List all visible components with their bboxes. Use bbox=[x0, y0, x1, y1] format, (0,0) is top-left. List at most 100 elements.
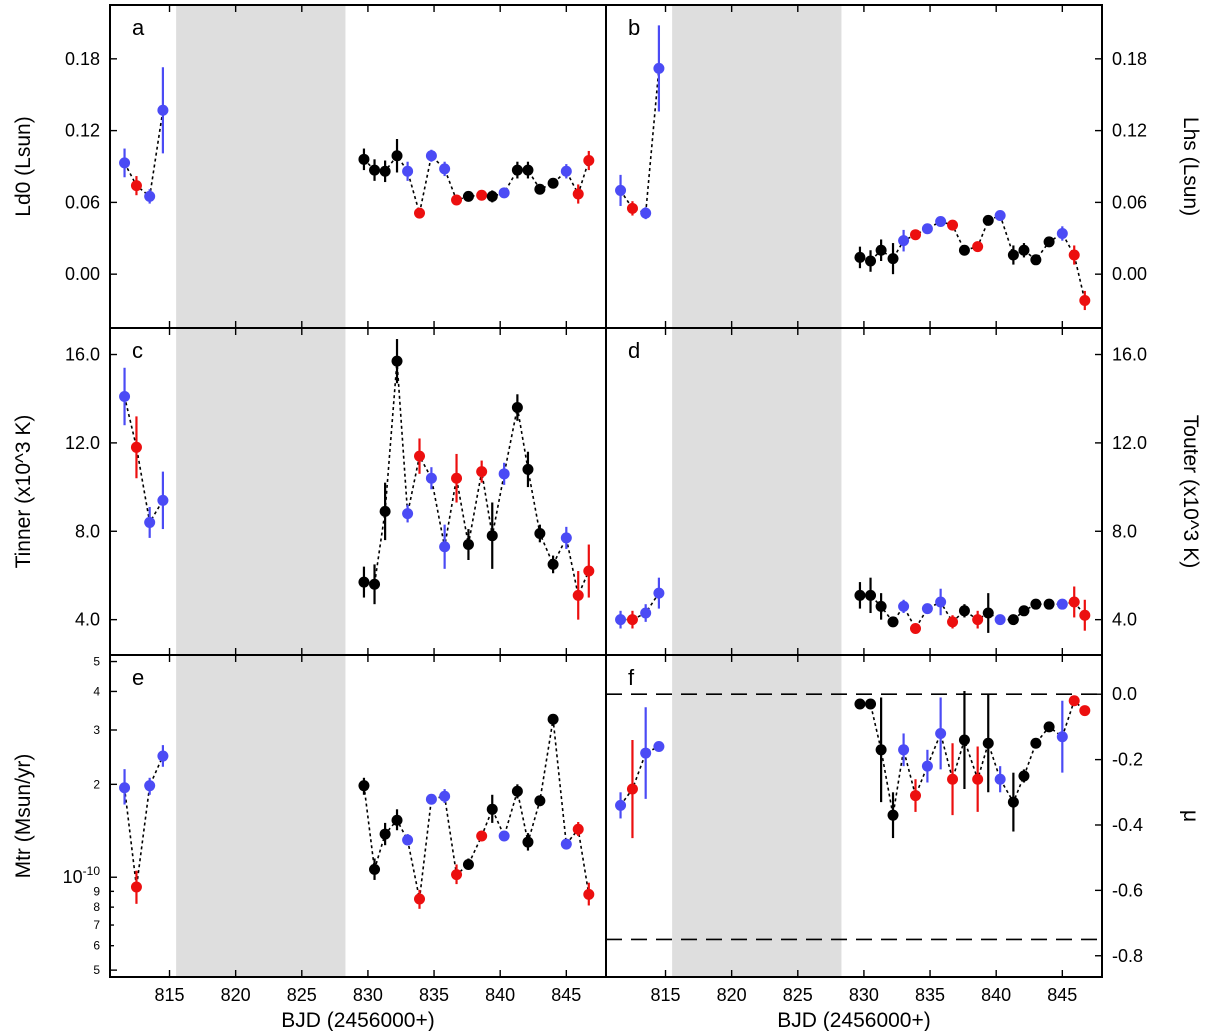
data-point bbox=[982, 214, 994, 226]
y-tick-label: 0.0 bbox=[1112, 684, 1137, 704]
data-point bbox=[626, 202, 638, 214]
panel-label: b bbox=[628, 15, 640, 40]
data-point bbox=[1018, 605, 1030, 617]
data-point bbox=[511, 402, 523, 414]
dotted-connector-left bbox=[123, 396, 164, 525]
data-point bbox=[451, 194, 463, 206]
data-point bbox=[358, 576, 370, 588]
y-tick-label: 0.18 bbox=[1112, 49, 1147, 69]
data-point bbox=[1056, 227, 1068, 239]
data-point bbox=[1030, 598, 1042, 610]
x-tick-label: 815 bbox=[650, 985, 680, 1005]
data-point bbox=[425, 472, 437, 484]
data-point bbox=[854, 589, 866, 601]
data-point bbox=[898, 235, 910, 247]
data-point bbox=[486, 190, 498, 202]
data-point bbox=[379, 505, 391, 517]
data-point bbox=[854, 251, 866, 263]
data-point bbox=[640, 207, 652, 219]
dotted-connector-left bbox=[123, 755, 164, 888]
data-point bbox=[425, 793, 437, 805]
data-point bbox=[615, 614, 627, 626]
data-point bbox=[439, 790, 451, 802]
panel-d: 4.0 8.0 12.0 16.0 d Touter (x10^3 K) bbox=[605, 327, 1202, 656]
data-point bbox=[391, 814, 403, 826]
data-point bbox=[640, 747, 652, 759]
y-tick-label: 5 bbox=[93, 655, 100, 669]
data-point bbox=[1007, 796, 1019, 808]
y-tick-label: -0.2 bbox=[1112, 750, 1143, 770]
data-point bbox=[994, 614, 1006, 626]
data-point bbox=[1030, 254, 1042, 266]
data-point bbox=[511, 164, 523, 176]
data-point bbox=[462, 190, 474, 202]
y-axis-title: Lhs (Lsun) bbox=[1179, 117, 1202, 216]
y-tick-label: 0.00 bbox=[65, 264, 100, 284]
data-point bbox=[451, 472, 463, 484]
x-axis-title: BJD (2456000+) bbox=[281, 1009, 435, 1031]
y-tick-label: 0.06 bbox=[65, 192, 100, 212]
data-point bbox=[439, 541, 451, 553]
data-point bbox=[425, 150, 437, 162]
data-point bbox=[130, 441, 142, 453]
panel-e: 815 820 825 830 835 840 845 BJD (2456000+) 5 6 7 8 9… bbox=[12, 654, 607, 1031]
y-tick-label: -0.6 bbox=[1112, 880, 1143, 900]
data-point bbox=[865, 698, 877, 710]
data-point bbox=[626, 614, 638, 626]
data-point bbox=[560, 532, 572, 544]
x-axis-title: BJD (2456000+) bbox=[777, 1009, 931, 1031]
data-point bbox=[522, 164, 534, 176]
dotted-connector-left bbox=[619, 745, 660, 806]
x-tick-label: 835 bbox=[419, 985, 449, 1005]
data-point bbox=[982, 737, 994, 749]
data-point bbox=[1056, 731, 1068, 743]
x-tick-label: 845 bbox=[1047, 985, 1077, 1005]
data-point bbox=[1007, 614, 1019, 626]
panel-a: 0.00 0.06 0.12 0.18 a Ld0 (Lsun) bbox=[12, 4, 607, 329]
data-point bbox=[1079, 705, 1091, 717]
data-point bbox=[935, 216, 947, 228]
data-point bbox=[402, 508, 414, 520]
data-point bbox=[486, 803, 498, 815]
data-point bbox=[921, 603, 933, 615]
data-point bbox=[391, 150, 403, 162]
y-axis-title: Mtr (Msun/yr) bbox=[12, 754, 35, 879]
data-point bbox=[898, 600, 910, 612]
data-point bbox=[476, 189, 488, 201]
data-point bbox=[476, 466, 488, 478]
no-data-gap-region bbox=[672, 5, 842, 328]
data-point bbox=[119, 390, 131, 402]
x-tick-label: 840 bbox=[981, 985, 1011, 1005]
data-point bbox=[898, 744, 910, 756]
data-point bbox=[560, 838, 572, 850]
data-point bbox=[994, 210, 1006, 222]
data-point bbox=[583, 155, 595, 167]
data-point bbox=[534, 527, 546, 539]
x-tick-label: 840 bbox=[485, 985, 515, 1005]
data-point bbox=[1079, 294, 1091, 306]
data-point bbox=[402, 834, 414, 846]
data-point bbox=[402, 165, 414, 177]
y-axis-title: μ bbox=[1179, 810, 1202, 822]
y-tick-label: 8 bbox=[93, 900, 100, 914]
data-point bbox=[391, 355, 403, 367]
data-point bbox=[130, 180, 142, 192]
y-tick-label: 8.0 bbox=[1112, 521, 1137, 541]
data-point bbox=[414, 893, 426, 905]
data-point bbox=[522, 463, 534, 475]
data-point bbox=[358, 780, 370, 792]
y-tick-label: 0.12 bbox=[65, 121, 100, 141]
x-tick-label: 820 bbox=[221, 985, 251, 1005]
y-tick-label: 0.06 bbox=[1112, 192, 1147, 212]
data-point bbox=[522, 836, 534, 848]
y-tick-label: 4 bbox=[93, 684, 100, 698]
data-point bbox=[379, 165, 391, 177]
data-point bbox=[1018, 244, 1030, 256]
y-tick-label: 9 bbox=[93, 884, 100, 898]
data-point bbox=[875, 600, 887, 612]
data-point bbox=[653, 741, 665, 753]
data-point bbox=[1007, 249, 1019, 261]
data-point bbox=[498, 830, 510, 842]
x-tick-label: 825 bbox=[783, 985, 813, 1005]
panel-c: 4.0 8.0 12.0 16.0 c Tinner (x10^3 K) bbox=[12, 327, 607, 656]
